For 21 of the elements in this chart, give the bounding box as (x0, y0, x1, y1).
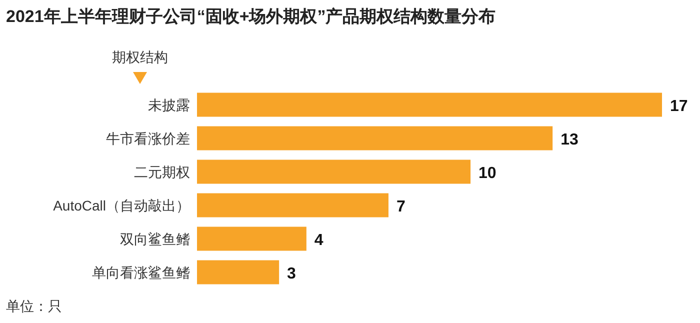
y-tick-label: AutoCall（自动敲出） (53, 197, 190, 214)
data-label: 10 (478, 164, 496, 182)
data-label: 7 (396, 198, 406, 216)
y-tick-label: 未披露 (148, 96, 190, 113)
data-label: 3 (287, 265, 296, 282)
chart-title: 2021年上半年理财子公司“固收+场外期权”产品期权结构数量分布 (6, 7, 496, 26)
y-tick-label: 二元期权 (134, 164, 190, 180)
y-tick-label: 单向看涨鲨鱼鳍 (92, 264, 190, 280)
bar (197, 92, 662, 117)
data-label: 4 (314, 232, 324, 249)
bar (197, 226, 306, 251)
data-label: 17 (670, 98, 688, 115)
bar (197, 126, 553, 150)
y-tick-label: 双向鲨鱼鳍 (120, 230, 190, 247)
bar (197, 193, 388, 218)
data-label: 13 (560, 131, 578, 148)
bar (197, 260, 280, 284)
text: 单位：只 (6, 298, 62, 314)
y-axis-title: 期权结构 (112, 49, 168, 65)
y-tick-label: 牛市看涨价差 (106, 130, 190, 146)
bar (197, 160, 471, 184)
